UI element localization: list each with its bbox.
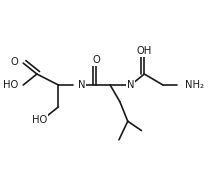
Text: OH: OH [137, 46, 152, 56]
Text: O: O [11, 57, 19, 67]
Text: N: N [78, 80, 85, 90]
Text: N: N [127, 80, 134, 90]
Text: HO: HO [3, 80, 18, 90]
Text: HO: HO [32, 115, 47, 125]
Text: O: O [93, 55, 100, 65]
Text: NH₂: NH₂ [185, 80, 204, 90]
